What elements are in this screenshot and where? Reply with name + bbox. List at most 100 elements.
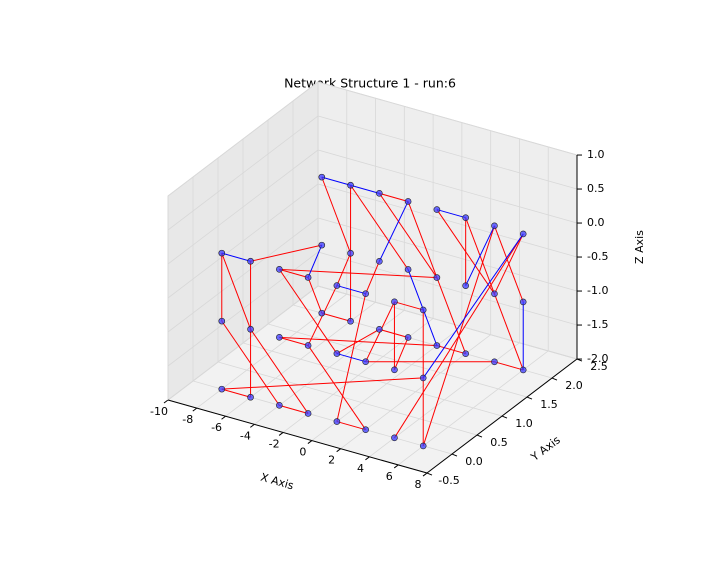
x-tick-label: -4	[240, 429, 251, 442]
node	[419, 442, 427, 450]
z-tick-label: 0.0	[587, 216, 605, 229]
y-tick	[426, 472, 433, 476]
edge	[365, 261, 380, 294]
edge	[436, 209, 466, 219]
node	[362, 358, 369, 365]
node	[318, 309, 326, 317]
edge	[336, 253, 352, 286]
node	[491, 290, 498, 298]
x-tick	[393, 464, 399, 469]
node	[376, 190, 383, 197]
edge	[336, 285, 366, 295]
edge	[379, 328, 409, 338]
node	[491, 222, 498, 230]
edge	[336, 328, 380, 355]
node	[218, 317, 226, 325]
x-axis	[167, 399, 428, 474]
x-tick-label: 0	[299, 446, 306, 459]
node	[404, 266, 412, 273]
z-axis-label: Z Axis	[633, 230, 646, 264]
grid-line	[167, 251, 578, 367]
grid-line	[167, 115, 578, 231]
x-tick	[278, 432, 284, 436]
node	[347, 181, 354, 189]
x-tick-label: 4	[357, 462, 364, 475]
x-tick	[163, 399, 169, 404]
edge	[393, 337, 409, 371]
edge	[250, 244, 322, 262]
edge	[321, 312, 351, 322]
node	[218, 385, 226, 393]
edge	[378, 193, 438, 278]
y-axis-label: Y Axis	[528, 433, 563, 464]
edge	[336, 421, 366, 431]
edge	[336, 353, 366, 363]
z-tick-label: -2.0	[587, 352, 608, 365]
edge	[307, 244, 323, 278]
node	[419, 306, 427, 314]
node	[362, 426, 369, 433]
edge	[321, 176, 351, 186]
node	[347, 317, 354, 325]
x-tick	[221, 415, 226, 420]
node	[433, 274, 441, 281]
y-tick-label: 0.5	[490, 436, 508, 449]
edge	[221, 252, 251, 262]
y-tick-label: -0.5	[438, 474, 459, 487]
y-tick-label: 1.0	[515, 417, 533, 430]
edge	[465, 225, 495, 286]
edge	[279, 336, 309, 346]
node	[247, 257, 254, 265]
x-tick-label: -8	[182, 413, 193, 426]
edge	[221, 388, 251, 398]
y-tick	[451, 453, 458, 457]
node	[491, 358, 498, 366]
node	[519, 366, 527, 374]
x-axis-label: X Axis	[259, 471, 295, 493]
node	[462, 350, 469, 357]
x-tick	[250, 423, 255, 428]
y-tick	[476, 434, 483, 438]
y-tick-label: 2.5	[590, 360, 608, 373]
z-tick-label: 0.5	[587, 182, 605, 195]
edge	[394, 301, 424, 311]
node	[462, 214, 469, 221]
edge	[350, 184, 409, 270]
edge	[221, 320, 280, 406]
y-tick	[551, 377, 558, 381]
node	[376, 258, 383, 265]
edge	[221, 252, 252, 330]
edge	[250, 328, 309, 414]
node	[433, 342, 441, 349]
edge	[350, 184, 380, 194]
node	[433, 206, 441, 213]
node	[318, 173, 326, 181]
edge	[422, 225, 495, 447]
node	[247, 393, 254, 401]
x-tick-label: -6	[211, 421, 222, 434]
node	[362, 290, 369, 297]
y-tick	[526, 396, 533, 400]
node	[247, 325, 254, 333]
node	[333, 282, 341, 289]
x-tick	[336, 448, 341, 453]
edge	[221, 377, 424, 390]
x-tick-label: 8	[415, 478, 422, 491]
x-tick-label: -2	[269, 437, 280, 450]
node	[304, 274, 312, 281]
y-tick	[501, 415, 508, 419]
node	[347, 249, 354, 257]
x-tick	[192, 407, 198, 412]
grid-line	[167, 285, 578, 401]
node	[404, 198, 412, 205]
node	[333, 350, 341, 357]
node	[218, 249, 226, 257]
y-axis	[426, 358, 578, 474]
x-tick	[365, 456, 370, 461]
edge	[307, 277, 323, 314]
edge	[321, 176, 352, 254]
edge	[422, 233, 524, 379]
z-tick-label: -1.5	[587, 318, 608, 331]
z-tick-label: -0.5	[587, 250, 608, 263]
node	[318, 241, 326, 249]
